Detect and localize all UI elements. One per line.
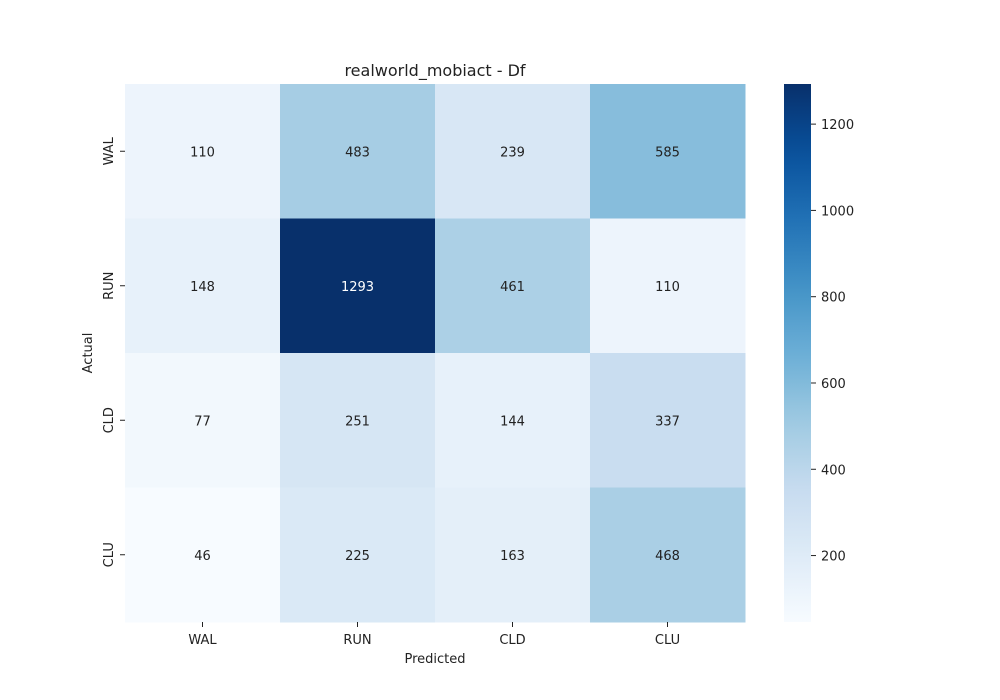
heatmap-cell-label-2-1: 251 <box>345 414 370 429</box>
heatmap-cell-0-2 <box>435 84 591 219</box>
heatmap-cell-label-1-3: 110 <box>655 280 680 295</box>
x-tick-label-1: RUN <box>343 633 371 648</box>
x-tick-label-3: CLU <box>655 633 680 648</box>
heatmap-cell-labels: 110 483 239 585 148 1293 461 110 77 251 144 337 46 22… <box>190 145 680 564</box>
y-axis-label: Actual <box>81 333 96 374</box>
heatmap-cell-1-2 <box>435 218 591 354</box>
heatmap-cell-3-2 <box>435 487 591 623</box>
heatmap-cell-0-0 <box>125 84 281 219</box>
heatmap-cell-1-3 <box>590 218 746 354</box>
heatmap-cell-label-1-1: 1293 <box>341 280 374 295</box>
chart-title: realworld_mobiact - Df <box>344 61 525 81</box>
heatmap-cell-3-0 <box>125 487 281 623</box>
heatmap-cell-2-1 <box>280 353 436 488</box>
colorbar-tick-label-1: 400 <box>821 463 846 478</box>
heatmap-cell-3-3 <box>590 487 746 623</box>
colorbar-tick-label-3: 800 <box>821 291 846 306</box>
heatmap-cell-2-3 <box>590 353 746 488</box>
heatmap-cells <box>125 84 746 623</box>
x-tick-label-0: WAL <box>188 633 217 648</box>
heatmap-cell-0-3 <box>590 84 746 219</box>
colorbar-tick-label-5: 1200 <box>821 118 854 133</box>
x-tick-label-2: CLD <box>499 633 525 648</box>
colorbar-ticks: 200 400 600 800 1000 1200 <box>811 118 854 565</box>
heatmap-cell-label-0-1: 483 <box>345 145 370 160</box>
heatmap-cell-label-1-0: 148 <box>190 280 215 295</box>
heatmap-cell-label-3-1: 225 <box>345 549 370 564</box>
y-tick-label-0: WAL <box>102 136 117 165</box>
y-tick-label-2: CLD <box>102 407 117 433</box>
x-axis-ticks: WAL RUN CLD CLU <box>188 622 680 648</box>
colorbar-tick-label-0: 200 <box>821 550 846 565</box>
heatmap-cell-label-0-3: 585 <box>655 145 680 160</box>
heatmap-cell-1-0 <box>125 218 281 354</box>
heatmap-cell-1-1 <box>280 218 436 354</box>
y-tick-label-3: CLU <box>102 542 117 567</box>
heatmap-cell-label-2-3: 337 <box>655 414 680 429</box>
colorbar <box>784 84 811 622</box>
y-axis-ticks: WAL RUN CLD CLU <box>102 136 125 567</box>
heatmap-cell-label-0-0: 110 <box>190 145 215 160</box>
heatmap-cell-label-0-2: 239 <box>500 145 525 160</box>
heatmap-cell-3-1 <box>280 487 436 623</box>
heatmap-cell-label-1-2: 461 <box>500 280 525 295</box>
heatmap-cell-label-3-3: 468 <box>655 549 680 564</box>
heatmap-cell-0-1 <box>280 84 436 219</box>
heatmap-cell-label-2-0: 77 <box>194 414 211 429</box>
heatmap-cell-label-3-2: 163 <box>500 549 525 564</box>
colorbar-tick-label-4: 1000 <box>821 204 854 219</box>
heatmap-cell-label-2-2: 144 <box>500 414 525 429</box>
heatmap-cell-2-2 <box>435 353 591 488</box>
y-tick-label-1: RUN <box>102 272 117 300</box>
colorbar-tick-label-2: 600 <box>821 377 846 392</box>
heatmap-cell-2-0 <box>125 353 281 488</box>
x-axis-label: Predicted <box>404 652 465 667</box>
heatmap-cell-label-3-0: 46 <box>194 549 211 564</box>
